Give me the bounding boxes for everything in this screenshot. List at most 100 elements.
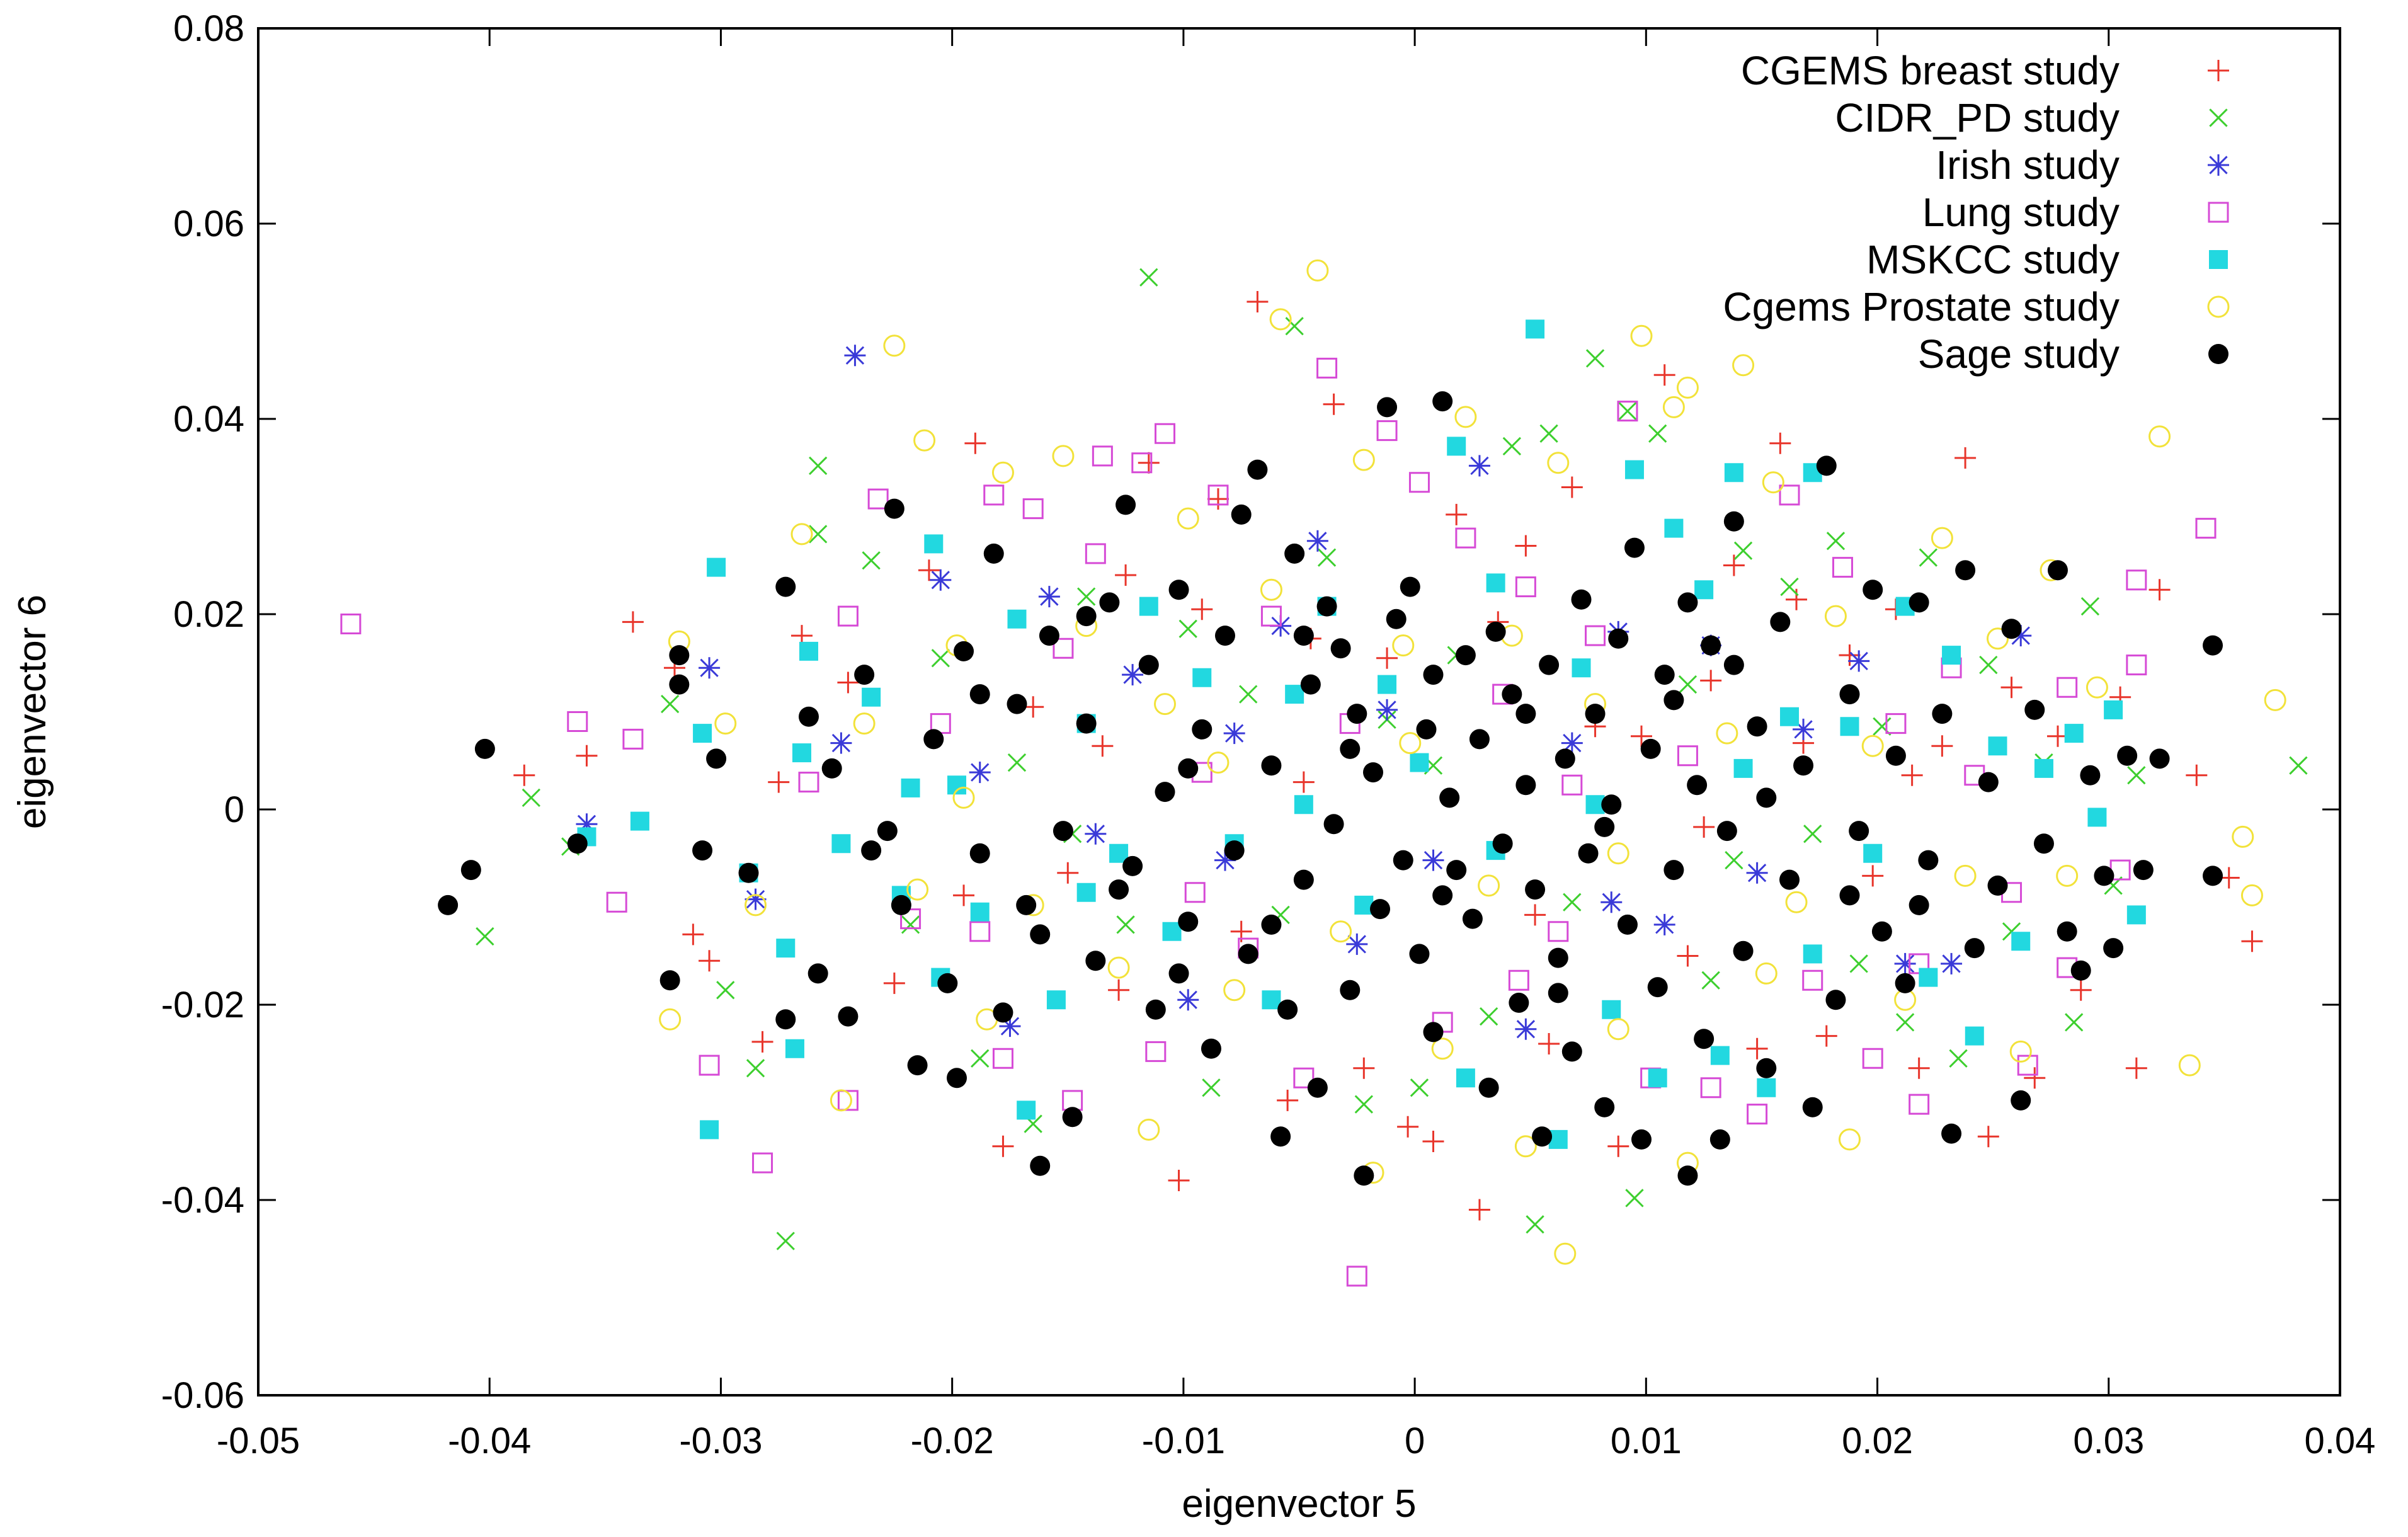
data-point bbox=[923, 729, 944, 750]
data-point bbox=[1677, 745, 1698, 767]
data-point bbox=[1561, 774, 1583, 796]
data-point bbox=[1207, 751, 1230, 774]
data-point bbox=[830, 732, 852, 754]
y-axis-title: eigenvector 6 bbox=[11, 595, 54, 829]
data-point bbox=[1294, 795, 1313, 814]
data-point bbox=[1261, 755, 1282, 776]
data-point bbox=[1446, 503, 1468, 525]
legend-label: Sage study bbox=[1918, 331, 2120, 377]
data-point bbox=[1919, 548, 1938, 567]
data-point bbox=[1524, 904, 1546, 926]
data-point bbox=[1663, 860, 1684, 881]
data-point bbox=[837, 671, 859, 694]
data-point bbox=[1608, 628, 1629, 649]
data-point bbox=[1716, 722, 1738, 745]
data-point bbox=[1340, 738, 1361, 759]
data-point bbox=[1502, 684, 1522, 705]
data-point bbox=[1145, 1041, 1167, 1062]
data-point bbox=[1155, 423, 1176, 444]
data-point bbox=[1007, 753, 1027, 772]
data-point bbox=[1548, 947, 1568, 968]
data-point bbox=[2011, 932, 2031, 951]
data-point bbox=[1825, 990, 1846, 1010]
data-point bbox=[1201, 1038, 1221, 1059]
data-point bbox=[1802, 1097, 1823, 1117]
data-point bbox=[2017, 1054, 2038, 1076]
data-point bbox=[1988, 736, 2007, 756]
legend-entry: Lung study bbox=[1922, 190, 2229, 235]
x-tick-label: -0.05 bbox=[217, 1420, 300, 1461]
data-point bbox=[1662, 396, 1685, 418]
data-point bbox=[1955, 560, 1976, 581]
data-point bbox=[1107, 956, 1130, 979]
data-point bbox=[1168, 1170, 1190, 1191]
data-point bbox=[1462, 908, 1483, 929]
data-point bbox=[1392, 634, 1415, 657]
data-point bbox=[1561, 732, 1583, 754]
data-point bbox=[1092, 445, 1113, 467]
data-point bbox=[1618, 401, 1637, 421]
data-point bbox=[1987, 875, 2008, 896]
data-point bbox=[1439, 787, 1460, 808]
data-point bbox=[1030, 1155, 1051, 1176]
data-point bbox=[1824, 605, 1847, 627]
data-point bbox=[1849, 954, 1868, 973]
data-point bbox=[1108, 979, 1130, 1001]
data-point bbox=[1502, 437, 1522, 456]
data-point bbox=[1224, 840, 1245, 861]
legend-marker bbox=[2207, 295, 2230, 318]
data-point bbox=[1178, 911, 1199, 932]
x-tick-label: 0.04 bbox=[2305, 1420, 2376, 1461]
data-point bbox=[799, 641, 818, 661]
legend-label: CGEMS breast study bbox=[1741, 48, 2120, 93]
data-point bbox=[1949, 1049, 1968, 1068]
data-point bbox=[622, 611, 644, 633]
data-point bbox=[821, 758, 842, 779]
data-point bbox=[844, 345, 866, 367]
data-point bbox=[1192, 719, 1213, 740]
legend-marker bbox=[2208, 344, 2228, 364]
data-point bbox=[1007, 609, 1027, 629]
data-point bbox=[1400, 576, 1420, 597]
data-point bbox=[1871, 921, 1892, 942]
data-point bbox=[2065, 1013, 2084, 1032]
data-point bbox=[1539, 654, 1560, 675]
data-point bbox=[1284, 543, 1305, 564]
data-point bbox=[1733, 541, 1753, 560]
data-point bbox=[1832, 557, 1853, 578]
data-point bbox=[1863, 843, 1883, 863]
data-point bbox=[1046, 990, 1066, 1010]
data-point bbox=[1122, 664, 1144, 686]
data-point bbox=[1716, 821, 1737, 842]
data-point bbox=[1376, 647, 1398, 669]
data-point bbox=[1138, 1118, 1160, 1141]
data-point bbox=[1803, 825, 1822, 843]
data-point bbox=[1547, 452, 1570, 474]
data-point bbox=[1526, 319, 1545, 339]
data-point bbox=[1139, 597, 1158, 616]
data-point bbox=[900, 908, 922, 930]
data-point bbox=[1139, 268, 1158, 287]
data-point bbox=[2186, 764, 2208, 786]
data-point bbox=[1676, 376, 1699, 399]
data-point bbox=[1016, 894, 1037, 915]
x-tick-label: -0.04 bbox=[448, 1420, 531, 1461]
data-point bbox=[1409, 944, 1430, 964]
data-point bbox=[1231, 504, 1252, 525]
data-point bbox=[1363, 762, 1384, 783]
data-point bbox=[969, 843, 990, 864]
data-point bbox=[1653, 913, 1675, 935]
data-point bbox=[1885, 745, 1906, 766]
data-point bbox=[1746, 862, 1768, 884]
data-point bbox=[1116, 494, 1136, 515]
data-point bbox=[752, 1152, 773, 1174]
data-point bbox=[1572, 658, 1591, 678]
series-points bbox=[513, 291, 2263, 1221]
data-point bbox=[1277, 1089, 1299, 1111]
data-point bbox=[1762, 471, 1784, 494]
data-point bbox=[2047, 560, 2068, 581]
data-point bbox=[522, 788, 540, 808]
data-point bbox=[883, 334, 906, 357]
legend-entry: CIDR_PD study bbox=[1835, 95, 2228, 140]
data-point bbox=[1538, 1033, 1560, 1054]
